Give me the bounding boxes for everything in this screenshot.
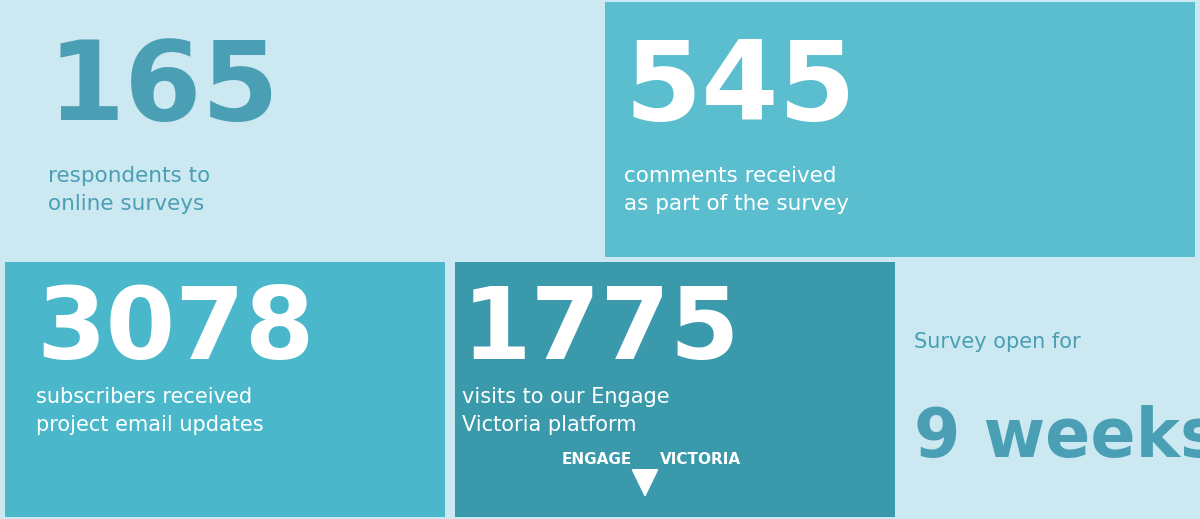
- Text: Survey open for: Survey open for: [914, 332, 1081, 352]
- Text: 3078: 3078: [36, 283, 314, 380]
- Polygon shape: [632, 470, 658, 496]
- Text: 1775: 1775: [462, 283, 740, 380]
- Text: comments received
as part of the survey: comments received as part of the survey: [624, 166, 850, 214]
- Text: VICTORIA: VICTORIA: [660, 452, 742, 467]
- Text: ENGAGE: ENGAGE: [562, 452, 632, 467]
- Text: 545: 545: [624, 36, 856, 143]
- Text: subscribers received
project email updates: subscribers received project email updat…: [36, 387, 264, 434]
- FancyBboxPatch shape: [5, 2, 595, 257]
- FancyBboxPatch shape: [605, 2, 1195, 257]
- Text: 9 weeks: 9 weeks: [914, 405, 1200, 471]
- Text: visits to our Engage
Victoria platform: visits to our Engage Victoria platform: [462, 387, 670, 434]
- Text: respondents to
online surveys: respondents to online surveys: [48, 166, 210, 214]
- FancyBboxPatch shape: [5, 262, 445, 517]
- FancyBboxPatch shape: [905, 262, 1195, 517]
- FancyBboxPatch shape: [455, 262, 895, 517]
- Text: 165: 165: [48, 36, 280, 143]
